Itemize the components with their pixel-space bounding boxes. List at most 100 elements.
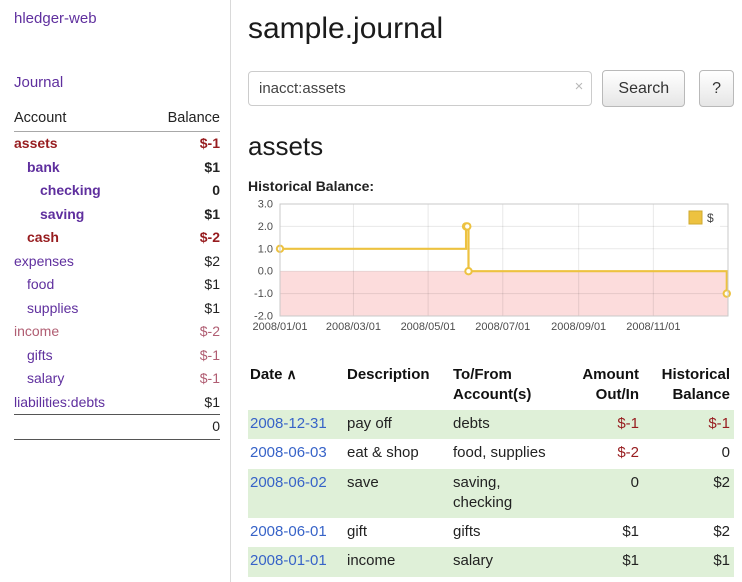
register-header-row: Date ∧ Description To/From Account(s) Amo… — [248, 363, 734, 410]
transaction-amount: $-2 — [617, 444, 639, 462]
transaction-date-link[interactable]: 2008-06-02 — [250, 473, 327, 491]
app-title: hledger-web — [14, 10, 220, 28]
clear-search-icon[interactable]: × — [574, 78, 584, 95]
account-balance: $-2 — [199, 323, 220, 339]
account-link-food[interactable]: food — [27, 276, 55, 292]
table-row: 2008-12-31 pay off debts $-1 $-1 — [248, 410, 734, 440]
register-col-balance: Historical Balance — [661, 366, 730, 403]
search-input[interactable] — [248, 71, 593, 106]
account-balance: $1 — [204, 299, 220, 316]
svg-text:2008/09/01: 2008/09/01 — [551, 321, 606, 333]
table-row: 2008-01-01 income salary $1 $1 — [248, 547, 734, 577]
account-link-saving[interactable]: saving — [40, 205, 85, 222]
account-link-liabilities-debts[interactable]: liabilities:debts — [14, 393, 106, 410]
account-row: supplies $1 — [14, 297, 220, 321]
account-link-bank[interactable]: bank — [27, 158, 60, 175]
account-link-assets[interactable]: assets — [14, 135, 58, 151]
account-balance: $-1 — [199, 370, 220, 386]
transaction-description: income — [347, 552, 396, 570]
account-balance: $-2 — [199, 229, 220, 245]
svg-text:$: $ — [707, 211, 714, 225]
account-row: cash $-2 — [14, 226, 220, 250]
transaction-balance: $-1 — [708, 415, 730, 432]
accounts-col-account: Account — [14, 110, 145, 132]
table-row: 2008-06-02 save saving, checking 0 $2 — [248, 468, 734, 518]
account-balance: $1 — [204, 205, 220, 222]
sidebar: hledger-web Journal Account Balance asse… — [0, 0, 231, 582]
account-link-salary[interactable]: salary — [27, 370, 65, 386]
svg-text:-1.0: -1.0 — [254, 288, 273, 300]
account-row: food $1 — [14, 273, 220, 297]
register-col-date[interactable]: Date ∧ — [248, 363, 345, 410]
register-col-description: Description — [347, 366, 430, 383]
account-balance: $1 — [204, 393, 220, 410]
transaction-date-link[interactable]: 2008-12-31 — [250, 415, 327, 432]
transaction-amount: $1 — [622, 552, 639, 570]
svg-text:-2.0: -2.0 — [254, 311, 273, 323]
account-row: salary $-1 — [14, 367, 220, 391]
svg-text:1.0: 1.0 — [258, 243, 273, 255]
transaction-description: pay off — [347, 415, 392, 432]
app-title-link[interactable]: hledger-web — [14, 10, 97, 27]
accounts-header-row: Account Balance — [14, 110, 220, 132]
account-link-checking[interactable]: checking — [40, 182, 101, 198]
account-link-expenses[interactable]: expenses — [14, 252, 74, 269]
accounts-total-spacer — [14, 414, 145, 440]
svg-text:2008/05/01: 2008/05/01 — [401, 321, 456, 333]
transaction-balance: $1 — [713, 552, 730, 570]
sort-ascending-icon: ∧ — [286, 366, 297, 382]
svg-text:2008/11/01: 2008/11/01 — [626, 321, 680, 333]
account-link-cash[interactable]: cash — [27, 229, 59, 245]
account-balance: $-1 — [199, 346, 220, 363]
account-row: checking 0 — [14, 179, 220, 203]
account-balance: $-1 — [199, 135, 220, 151]
accounts-col-balance: Balance — [144, 110, 220, 132]
date-header-label: Date — [250, 366, 283, 383]
svg-text:2008/03/01: 2008/03/01 — [326, 321, 381, 333]
accounts-total-balance: 0 — [144, 414, 220, 440]
transaction-description: save — [347, 473, 379, 491]
table-row: 2008-06-03 eat & shop food, supplies $-2… — [248, 439, 734, 468]
account-link-income[interactable]: income — [14, 323, 60, 339]
search-bar: × Search ? — [248, 70, 734, 107]
table-row: 2008-06-01 gift gifts $1 $2 — [248, 518, 734, 547]
transaction-amount: $-1 — [617, 415, 639, 432]
svg-text:2008/07/01: 2008/07/01 — [475, 321, 530, 333]
svg-text:2.0: 2.0 — [258, 221, 273, 233]
account-row: expenses $2 — [14, 250, 220, 274]
main-content: sample.journal × Search ? assets Histori… — [232, 0, 742, 582]
chart-heading: Historical Balance: — [248, 178, 375, 194]
transaction-date-link[interactable]: 2008-06-01 — [250, 523, 327, 540]
account-balance: $1 — [204, 276, 220, 292]
accounts-table: Account Balance assets $-1 bank $1 check… — [14, 110, 220, 440]
help-button[interactable]: ? — [699, 70, 734, 107]
register-col-amount: Amount Out/In — [582, 366, 639, 403]
transaction-amount: 0 — [630, 473, 639, 491]
account-row: liabilities:debts $1 — [14, 391, 220, 415]
journal-link[interactable]: Journal — [14, 74, 64, 91]
search-button[interactable]: Search — [602, 70, 686, 107]
account-link-supplies[interactable]: supplies — [27, 299, 79, 316]
account-balance: $1 — [204, 158, 220, 175]
sidebar-item-journal: Journal — [14, 74, 220, 92]
svg-text:2008/01/01: 2008/01/01 — [252, 321, 307, 333]
page-title: sample.journal — [248, 12, 444, 45]
register-table: Date ∧ Description To/From Account(s) Amo… — [248, 363, 734, 577]
svg-text:0.0: 0.0 — [258, 266, 273, 278]
transaction-description: eat & shop — [347, 444, 419, 462]
transaction-date-link[interactable]: 2008-01-01 — [250, 552, 327, 570]
account-link-gifts[interactable]: gifts — [27, 346, 53, 363]
account-balance: $2 — [204, 252, 220, 269]
account-row: bank $1 — [14, 156, 220, 180]
transaction-accounts: food, supplies — [453, 444, 546, 462]
svg-text:3.0: 3.0 — [258, 199, 273, 211]
transaction-balance: $2 — [713, 473, 730, 491]
account-row: income $-2 — [14, 320, 220, 344]
transaction-accounts: salary — [453, 552, 494, 570]
account-heading: assets — [248, 131, 324, 161]
transaction-accounts: gifts — [453, 523, 481, 540]
account-balance: 0 — [212, 182, 220, 198]
transaction-date-link[interactable]: 2008-06-03 — [250, 444, 327, 462]
